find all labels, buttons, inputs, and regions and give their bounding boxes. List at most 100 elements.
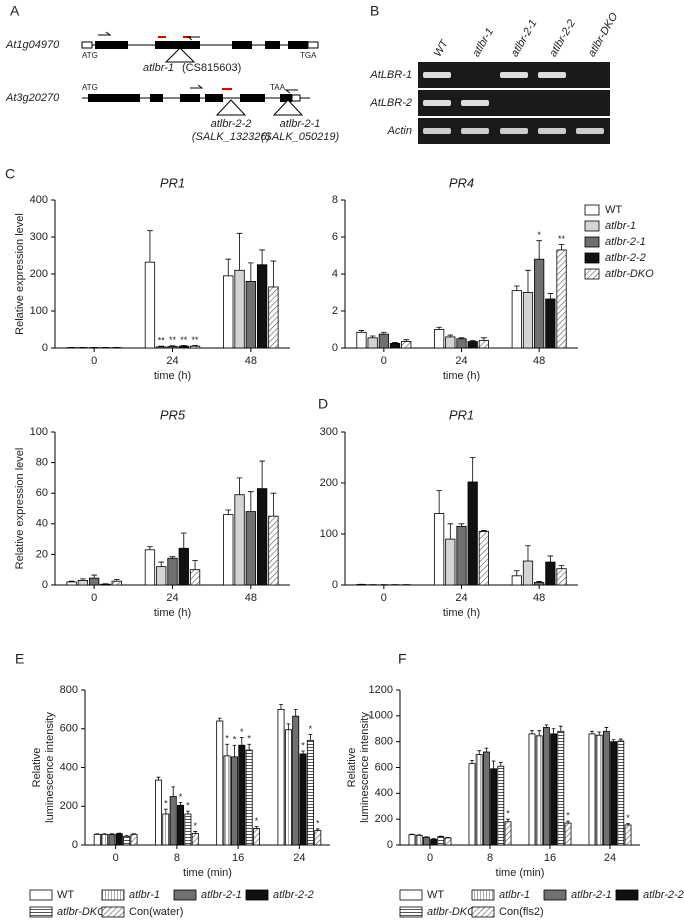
bar (314, 830, 322, 846)
bar (130, 833, 138, 846)
y-tick-label: 600 (375, 761, 393, 773)
allele-line: (SALK_050219) (261, 131, 340, 143)
bar (430, 838, 438, 846)
bar (169, 796, 177, 846)
y-tick-label: 200 (60, 800, 78, 812)
error-bar (192, 345, 198, 347)
legend-swatch (471, 889, 495, 901)
x-tick-label: 24 (166, 592, 178, 604)
bar (77, 580, 89, 586)
legend-label: atlbr-2-2 (273, 889, 314, 901)
error-bar (156, 776, 161, 781)
error-bar (410, 833, 414, 835)
primer (190, 84, 204, 89)
x-tick-label: 24 (604, 852, 616, 864)
x-tick-label: 48 (533, 355, 545, 367)
y-tick-label: 200 (375, 813, 393, 825)
allele: atlbr-2-2 (211, 118, 252, 130)
bar (588, 733, 596, 846)
error-bar (193, 831, 198, 834)
significance: ** (558, 234, 566, 244)
panel-label: D (318, 396, 328, 412)
error-bar (163, 808, 168, 814)
bar (111, 580, 122, 586)
gene-name: At3g20270 (5, 92, 60, 104)
error-bar (247, 491, 254, 512)
lane-label: atlbr-2-2 (547, 18, 578, 59)
bar (556, 249, 567, 349)
bar (256, 264, 268, 349)
allele: atlbr-2-1 (280, 118, 321, 130)
error-bar (477, 750, 482, 755)
y-tick-label: 20 (36, 548, 48, 560)
error-bar (484, 747, 489, 752)
error-bar (618, 738, 623, 742)
significance: * (164, 799, 168, 809)
y-tick-label: 200 (30, 268, 48, 280)
significance: * (186, 800, 190, 810)
bar (482, 751, 490, 846)
error-bar (217, 717, 222, 721)
legend-swatch (29, 889, 53, 901)
x-tick-label: 24 (166, 355, 178, 367)
exon (180, 94, 200, 102)
significance: * (233, 735, 237, 745)
error-bar (225, 509, 232, 515)
bar (155, 779, 162, 846)
legend-label: atlbr-DKO (57, 906, 106, 918)
y-axis-label: luminescence intensity (44, 712, 56, 823)
y-tick-label: 6 (332, 231, 338, 243)
error-bar (232, 744, 237, 757)
x-axis-label: time (h) (154, 607, 191, 619)
legend-label: Con(fls2) (499, 906, 544, 918)
bar (557, 730, 565, 846)
exon (280, 94, 292, 102)
significance: * (537, 230, 541, 240)
row-label: AtLBR-2 (369, 97, 412, 109)
bar (216, 720, 224, 846)
bar (284, 729, 292, 846)
stop-codon: TGA (300, 51, 317, 60)
bar (123, 835, 131, 846)
y-tick-label: 300 (320, 426, 338, 438)
error-bar (259, 249, 265, 265)
bar (602, 730, 610, 846)
lane-label: atlbr-DKO (586, 10, 621, 59)
band (538, 72, 566, 78)
error-bar (536, 240, 542, 260)
error-bar (68, 580, 75, 582)
allele-line: (SALK_132326) (192, 131, 271, 143)
legend-swatch (29, 906, 53, 918)
error-bar (525, 269, 531, 293)
bar (167, 557, 178, 586)
gene-diagram: A At1g04970 ATG TGA atlbr-1 (CS815603) A… (5, 3, 339, 143)
error-bar (403, 339, 410, 342)
bar (475, 754, 483, 846)
bar (556, 568, 567, 586)
y-axis-label: Relative (346, 748, 358, 788)
significance: * (247, 734, 251, 744)
exon (88, 94, 140, 102)
error-bar (498, 761, 503, 767)
error-bar (436, 326, 442, 330)
error-bar (458, 523, 465, 527)
error-bar (186, 810, 190, 814)
bar (108, 833, 116, 846)
error-bar (308, 734, 313, 741)
x-tick-label: 48 (533, 592, 545, 604)
legend-label: atlbr-2-1 (201, 889, 242, 901)
y-tick-label: 300 (30, 231, 48, 243)
exon (150, 94, 163, 102)
error-bar (147, 230, 153, 263)
bar (511, 575, 522, 586)
primer (98, 31, 112, 36)
x-tick-label: 24 (293, 852, 305, 864)
legend-label: WT (427, 889, 444, 901)
error-bar (525, 545, 531, 562)
bar (245, 749, 253, 846)
bar (223, 275, 234, 349)
primer (186, 36, 200, 41)
y-tick-label: 0 (387, 839, 393, 851)
x-axis-label: time (min) (496, 867, 545, 879)
error-bar (436, 490, 442, 514)
